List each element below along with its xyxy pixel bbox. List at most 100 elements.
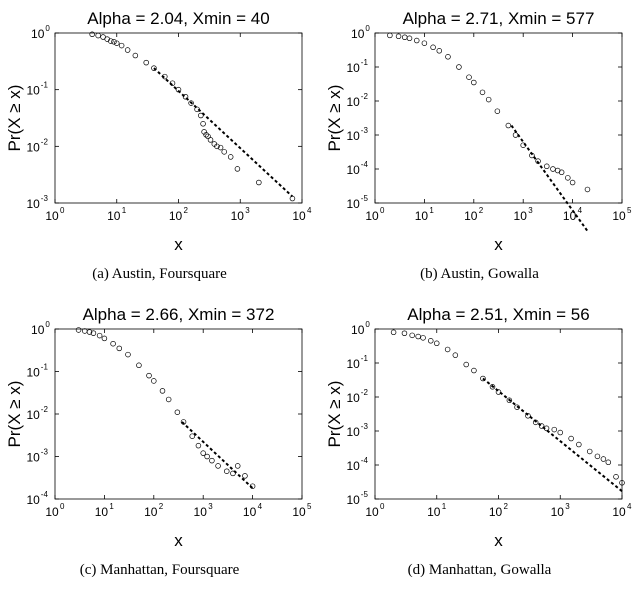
- y-tick-exponent: -1: [41, 363, 49, 372]
- data-point: [209, 457, 215, 464]
- y-tick-exponent: -3: [361, 126, 369, 135]
- x-tick-exponent: 2: [159, 502, 164, 511]
- chart-title: Alpha = 2.71, Xmin = 577: [403, 9, 595, 28]
- data-point: [86, 329, 93, 335]
- data-point: [479, 89, 486, 96]
- data-point: [205, 133, 211, 140]
- y-tick-label: 10: [346, 425, 360, 439]
- data-point: [96, 332, 103, 339]
- x-tick-exponent: 5: [627, 206, 632, 215]
- x-tick-label: 10: [243, 505, 257, 519]
- data-point: [565, 175, 571, 181]
- data-point: [256, 179, 262, 186]
- data-point: [200, 121, 206, 127]
- data-point: [489, 384, 496, 390]
- chart-title: Alpha = 2.51, Xmin = 56: [407, 305, 589, 324]
- data-point: [151, 65, 157, 71]
- data-point: [584, 186, 591, 193]
- x-tick-label: 10: [427, 505, 441, 519]
- data-point: [480, 375, 486, 382]
- x-tick-exponent: 3: [245, 206, 250, 215]
- data-point: [242, 473, 248, 479]
- y-tick-exponent: -5: [361, 194, 369, 203]
- data-point: [428, 338, 434, 344]
- data-point: [605, 459, 612, 466]
- data-point: [413, 37, 420, 44]
- chart-caption: (b) Austin, Gowalla: [420, 266, 539, 282]
- chart-caption: (d) Manhattan, Gowalla: [407, 562, 552, 578]
- y-axis-label: Pr(X ≥ x): [325, 381, 344, 448]
- data-point: [108, 38, 114, 44]
- data-point: [409, 332, 415, 339]
- x-tick-label: 10: [365, 209, 379, 223]
- data-point: [569, 179, 576, 186]
- data-point: [234, 166, 241, 172]
- data-point: [90, 330, 97, 336]
- data-point: [600, 456, 607, 462]
- data-point: [420, 335, 426, 341]
- data-point: [406, 35, 413, 42]
- data-point: [143, 59, 149, 66]
- y-tick-label: 10: [346, 95, 360, 109]
- data-point: [445, 54, 451, 60]
- y-tick-label: 10: [346, 61, 360, 75]
- data-point: [111, 39, 117, 45]
- y-tick-label: 10: [26, 366, 40, 380]
- data-point: [557, 429, 564, 436]
- x-tick-exponent: 0: [60, 502, 65, 511]
- x-tick-exponent: 0: [380, 502, 385, 511]
- data-point: [151, 378, 157, 384]
- x-axis-label: x: [174, 531, 183, 550]
- data-point: [207, 137, 214, 143]
- data-point: [188, 100, 194, 106]
- y-tick-exponent: -5: [361, 490, 369, 499]
- x-axis-label: x: [494, 235, 503, 254]
- y-tick-exponent: -4: [361, 456, 369, 465]
- x-tick-label: 10: [365, 505, 379, 519]
- chart-caption: (c) Manhattan, Foursquare: [79, 562, 240, 578]
- data-point: [506, 397, 513, 404]
- data-point: [215, 463, 221, 469]
- data-point: [401, 330, 408, 336]
- x-tick-label: 10: [194, 505, 208, 519]
- y-tick-label: 10: [346, 129, 360, 143]
- data-point: [203, 132, 209, 138]
- x-tick-label: 10: [415, 209, 429, 223]
- x-tick-exponent: 2: [184, 206, 189, 215]
- y-tick-exponent: 0: [365, 24, 370, 33]
- x-tick-label: 10: [292, 209, 306, 223]
- chart-panel-d: Alpha = 2.51, Xmin = 56 10 0 10 1 10 2 10 3 10 4 10…: [320, 296, 639, 591]
- y-tick-label: 10: [31, 323, 45, 337]
- y-tick-exponent: -1: [41, 81, 49, 90]
- y-tick-label: 10: [346, 163, 360, 177]
- data-point: [234, 463, 241, 469]
- y-tick-label: 10: [346, 391, 360, 405]
- chart-panel-c: Alpha = 2.66, Xmin = 372 10 0 10 1 10 2 10 3 10 4 1…: [0, 296, 319, 591]
- x-axis-label: x: [174, 235, 183, 254]
- fit-line: [153, 67, 294, 198]
- x-tick-label: 10: [45, 209, 59, 223]
- data-point: [89, 31, 95, 38]
- data-point: [471, 79, 477, 86]
- data-point: [619, 480, 625, 486]
- x-tick-label: 10: [489, 505, 503, 519]
- data-point: [576, 441, 582, 448]
- x-tick-label: 10: [563, 209, 577, 223]
- y-tick-label: 10: [26, 84, 40, 98]
- x-tick-label: 10: [231, 209, 245, 223]
- data-point: [485, 96, 492, 103]
- x-tick-label: 10: [169, 209, 183, 223]
- data-point: [159, 388, 166, 394]
- data-point: [174, 409, 181, 415]
- y-axis-label: Pr(X ≥ x): [5, 85, 24, 152]
- data-point: [214, 143, 220, 150]
- y-axis-label: Pr(X ≥ x): [5, 381, 24, 448]
- x-tick-exponent: 3: [208, 502, 213, 511]
- x-tick-label: 10: [45, 505, 59, 519]
- y-tick-label: 10: [351, 27, 365, 41]
- plot-area: [54, 32, 303, 204]
- chart-caption: (a) Austin, Foursquare: [92, 266, 227, 282]
- data-point: [568, 435, 574, 442]
- data-point: [421, 40, 428, 46]
